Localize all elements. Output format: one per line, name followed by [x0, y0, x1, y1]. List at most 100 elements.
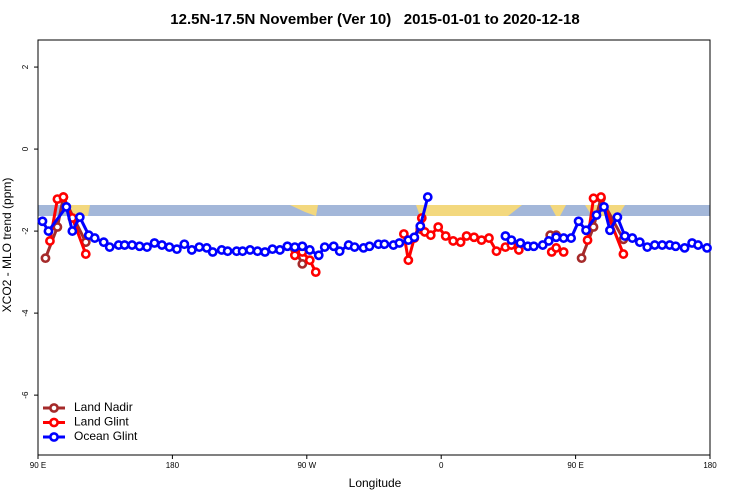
y-axis-label: XCO2 - MLO trend (ppm)	[0, 178, 14, 313]
data-point	[679, 243, 690, 253]
land-band	[416, 205, 522, 216]
data-point	[282, 241, 293, 252]
data-point	[491, 246, 502, 257]
data-point	[142, 242, 152, 252]
data-point	[543, 236, 554, 246]
data-point	[319, 242, 330, 252]
legend-label: Land Glint	[74, 415, 129, 429]
data-point	[461, 231, 472, 241]
data-point	[448, 236, 459, 246]
series	[37, 192, 712, 261]
data-point	[74, 212, 85, 223]
data-point	[422, 192, 433, 202]
data-point	[693, 240, 703, 250]
data-point	[398, 229, 409, 239]
data-point	[334, 246, 345, 257]
data-point	[576, 253, 587, 264]
data-point	[476, 235, 487, 246]
legend-label: Ocean Glint	[74, 429, 138, 443]
data-point	[558, 233, 569, 243]
data-point	[61, 202, 72, 212]
data-point	[403, 255, 414, 266]
x-tick-label: 0	[439, 461, 444, 470]
data-point	[349, 242, 360, 252]
data-point	[313, 250, 324, 261]
x-tick-label: 180	[703, 461, 717, 470]
data-point	[599, 202, 609, 212]
data-point	[528, 241, 539, 252]
data-point	[80, 249, 91, 259]
legend-swatch-point	[49, 432, 59, 442]
data-point	[304, 245, 315, 255]
data-point	[289, 242, 300, 252]
data-point	[37, 216, 48, 227]
data-point	[409, 232, 420, 243]
data-point	[89, 233, 100, 243]
data-point	[440, 231, 451, 241]
data-point	[591, 210, 602, 221]
data-point	[171, 244, 182, 255]
data-point	[581, 225, 591, 236]
data-point	[104, 242, 115, 252]
data-point	[657, 240, 668, 250]
data-point	[43, 226, 54, 236]
y-tick-label: 2	[21, 64, 30, 69]
data-point	[618, 249, 629, 259]
data-point	[415, 221, 426, 232]
data-point	[310, 267, 321, 278]
data-point	[469, 232, 479, 243]
legend-swatch-point	[49, 403, 59, 413]
data-point	[670, 241, 681, 252]
data-point	[379, 239, 390, 250]
data-point	[164, 242, 175, 252]
y-tick-label: -4	[21, 309, 30, 317]
ocean-band	[38, 205, 710, 216]
y-tick-label: -6	[21, 391, 30, 399]
data-point	[222, 246, 233, 257]
data-point	[207, 247, 218, 257]
data-point	[45, 236, 55, 246]
data-point	[619, 231, 630, 241]
data-point	[596, 192, 606, 202]
land-band	[290, 205, 318, 216]
data-point	[605, 225, 615, 236]
data-point	[394, 238, 405, 248]
y-tick-label: -2	[21, 227, 30, 235]
y-tick-label: 0	[21, 146, 30, 151]
data-point	[702, 243, 712, 253]
data-point	[582, 235, 593, 246]
chart-title: 12.5N-17.5N November (Ver 10) 2015-01-01…	[170, 11, 579, 28]
data-point	[634, 237, 645, 248]
data-point	[642, 242, 653, 252]
legend-label: Land Nadir	[74, 400, 133, 414]
data-point	[297, 259, 308, 269]
data-point	[649, 240, 660, 250]
data-point	[98, 237, 109, 248]
data-point	[551, 243, 562, 253]
data-point	[194, 242, 205, 252]
data-point	[304, 255, 315, 266]
data-point	[275, 245, 285, 255]
data-point	[149, 238, 160, 248]
data-point	[245, 245, 255, 255]
data-point	[289, 250, 300, 261]
data-point	[157, 240, 167, 250]
data-point	[484, 233, 494, 243]
x-tick-label: 90 E	[30, 461, 46, 470]
data-point	[566, 233, 577, 243]
land-band	[550, 205, 566, 216]
data-point	[328, 241, 339, 252]
data-point	[134, 241, 145, 252]
data-point	[67, 226, 78, 236]
data-point	[179, 239, 190, 250]
data-point	[237, 246, 248, 257]
data-point	[252, 246, 263, 257]
x-tick-label: 90 E	[567, 461, 583, 470]
data-point	[297, 241, 308, 252]
x-tick-label: 180	[166, 461, 180, 470]
data-point	[551, 232, 562, 243]
data-point	[260, 247, 270, 257]
data-point	[127, 240, 137, 250]
